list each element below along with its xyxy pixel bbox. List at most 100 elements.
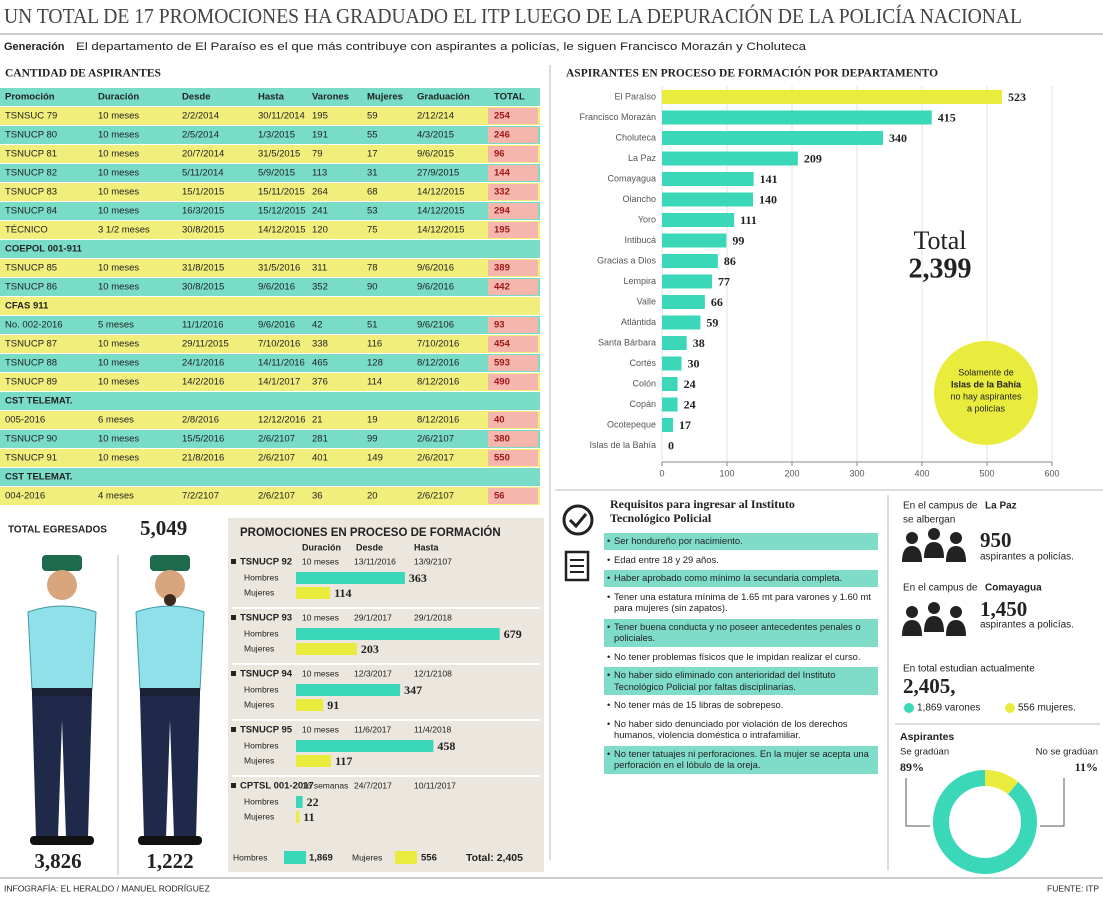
value-label: 99 xyxy=(732,233,744,247)
table-cell: 4/3/2015 xyxy=(417,130,454,141)
bar xyxy=(662,356,682,371)
summary-men: 1,869 xyxy=(309,853,333,864)
donut-category: Se gradúan xyxy=(900,747,949,758)
donut-segment xyxy=(933,770,1037,874)
category-label: Intibucá xyxy=(624,235,656,245)
person-body xyxy=(946,620,966,636)
table-cell: 116 xyxy=(367,339,382,350)
campus-place: La Paz xyxy=(985,501,1017,512)
bar xyxy=(662,418,674,432)
value-label: 363 xyxy=(409,571,427,585)
table-cell: 10 meses xyxy=(98,339,139,350)
table-row xyxy=(0,107,540,125)
table-cell: 15/1/2015 xyxy=(182,187,224,198)
category-label: Francisco Morazán xyxy=(579,112,656,122)
bar xyxy=(662,172,754,186)
total-cell xyxy=(488,317,538,333)
summary-women: 556 xyxy=(421,853,437,864)
category-label: Cortés xyxy=(629,358,656,368)
table-cell: 21/8/2016 xyxy=(182,453,224,464)
table-cell: TSNUCP 81 xyxy=(5,149,57,160)
table-cell: 5 meses xyxy=(98,320,134,331)
group-to: 12/1/2108 xyxy=(414,668,452,678)
table-row xyxy=(0,259,540,277)
category-label: La Paz xyxy=(628,153,657,163)
table-cell: 2/8/2016 xyxy=(182,415,219,426)
table-cell: 56 xyxy=(494,491,505,502)
table-cell: 42 xyxy=(312,320,323,331)
requirement: Edad entre 18 y 29 años. xyxy=(604,552,878,569)
table-cell: 19 xyxy=(367,415,378,426)
table-cell: 24/1/2016 xyxy=(182,358,224,369)
table-cell: 2/6/2107 xyxy=(417,434,454,445)
table-row xyxy=(0,202,540,220)
table-cell: 10 meses xyxy=(98,206,139,217)
table-cell: 7/2/2107 xyxy=(182,491,219,502)
value-label: 24 xyxy=(684,397,696,411)
group-from: 24/7/2017 xyxy=(354,780,392,790)
column-header: Promoción xyxy=(5,92,55,103)
table-cell: TSNUCP 87 xyxy=(5,339,57,350)
table-cell: 30/8/2015 xyxy=(182,225,224,236)
table-cell: 376 xyxy=(312,377,328,388)
category-label: Choluteca xyxy=(615,132,656,142)
officer-cap xyxy=(150,555,190,571)
table-cell: 79 xyxy=(312,149,323,160)
section-label: CST TELEMAT. xyxy=(5,472,72,483)
table-cell: 75 xyxy=(367,225,378,236)
officer-cap xyxy=(42,555,82,571)
donut-value-label: 89% xyxy=(900,760,924,774)
table-cell: 389 xyxy=(494,263,510,274)
value-label: 11 xyxy=(303,810,314,824)
table-row xyxy=(0,392,540,410)
value-label: 340 xyxy=(889,131,907,145)
donut-segment xyxy=(984,770,1019,795)
officer-head xyxy=(155,570,185,600)
table-cell: 8/12/2016 xyxy=(417,415,459,426)
leader xyxy=(1040,778,1065,827)
person-body xyxy=(902,546,922,562)
value-label: 141 xyxy=(760,172,778,186)
table-cell: 6 meses xyxy=(98,415,134,426)
group-from: 13/11/2016 xyxy=(354,556,396,566)
table-cell: 29/11/2015 xyxy=(182,339,229,350)
table-row xyxy=(0,373,540,391)
bar-label: Hombres xyxy=(244,572,278,582)
x-tick-label: 0 xyxy=(659,468,664,478)
table-cell: 30/11/2014 xyxy=(258,111,305,122)
bullet xyxy=(231,783,236,788)
bar xyxy=(662,377,678,391)
table-cell: 593 xyxy=(494,358,510,369)
bar xyxy=(662,336,687,350)
table-cell: 9/6/2016 xyxy=(417,282,454,293)
table-row xyxy=(0,487,540,505)
table-cell: 10 meses xyxy=(98,149,139,160)
value-label: 59 xyxy=(706,315,718,329)
person-head xyxy=(906,606,918,618)
table-cell: 10 meses xyxy=(98,453,139,464)
requirement: No tener tatuajes ni perforaciones. En l… xyxy=(604,745,878,774)
table-cell: 8/12/2016 xyxy=(417,377,459,388)
total-cell xyxy=(488,450,538,466)
table-cell: 14/12/2015 xyxy=(417,187,465,198)
campus-label: aspirantes a policías. xyxy=(980,552,1074,563)
table-cell: 490 xyxy=(494,377,510,388)
bar xyxy=(662,151,798,166)
campus-count: 1,450 xyxy=(980,597,1027,621)
bar xyxy=(296,755,332,767)
total-cell xyxy=(488,279,538,295)
total-cell xyxy=(488,165,538,181)
category-label: Comayagua xyxy=(607,173,656,183)
note-line: a policías xyxy=(967,403,1006,413)
bullet xyxy=(231,727,236,732)
bar xyxy=(296,684,401,696)
training-column: Hasta xyxy=(414,542,440,552)
subtitle: El departamento de El Paraíso es el que … xyxy=(76,41,807,53)
category-label: Santa Bárbara xyxy=(598,337,656,347)
group-from: 12/3/2017 xyxy=(354,668,392,678)
bar-label: Hombres xyxy=(244,684,278,694)
group-to: 29/1/2018 xyxy=(414,612,452,622)
legend-dot xyxy=(1005,703,1015,713)
person-body xyxy=(924,542,944,558)
graduates-title: TOTAL EGRESADOS xyxy=(8,525,107,536)
